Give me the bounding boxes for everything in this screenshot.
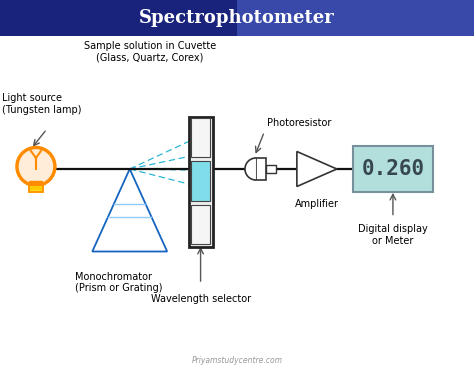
FancyBboxPatch shape [266,165,276,173]
FancyBboxPatch shape [191,161,210,200]
Text: Priyamstudycentre.com: Priyamstudycentre.com [191,356,283,365]
Text: 0.260: 0.260 [361,159,425,179]
FancyBboxPatch shape [189,116,212,246]
FancyBboxPatch shape [191,205,210,244]
FancyBboxPatch shape [29,181,42,189]
Circle shape [19,149,53,183]
Text: Light source
(Tungsten lamp): Light source (Tungsten lamp) [2,93,82,115]
Text: Monochromator
(Prism or Grating): Monochromator (Prism or Grating) [75,271,162,293]
Polygon shape [92,169,167,252]
FancyBboxPatch shape [191,118,210,157]
Text: Sample solution in Cuvette
(Glass, Quartz, Corex): Sample solution in Cuvette (Glass, Quart… [83,41,216,62]
Text: Wavelength selector: Wavelength selector [151,294,251,304]
FancyBboxPatch shape [353,147,433,191]
Text: Amplifier: Amplifier [295,199,339,209]
Text: Photoresistor: Photoresistor [267,118,331,128]
Text: Digital display
or Meter: Digital display or Meter [358,224,428,246]
Polygon shape [297,152,337,186]
Text: Spectrophotometer: Spectrophotometer [139,9,335,27]
Polygon shape [245,158,256,180]
FancyBboxPatch shape [256,158,266,180]
